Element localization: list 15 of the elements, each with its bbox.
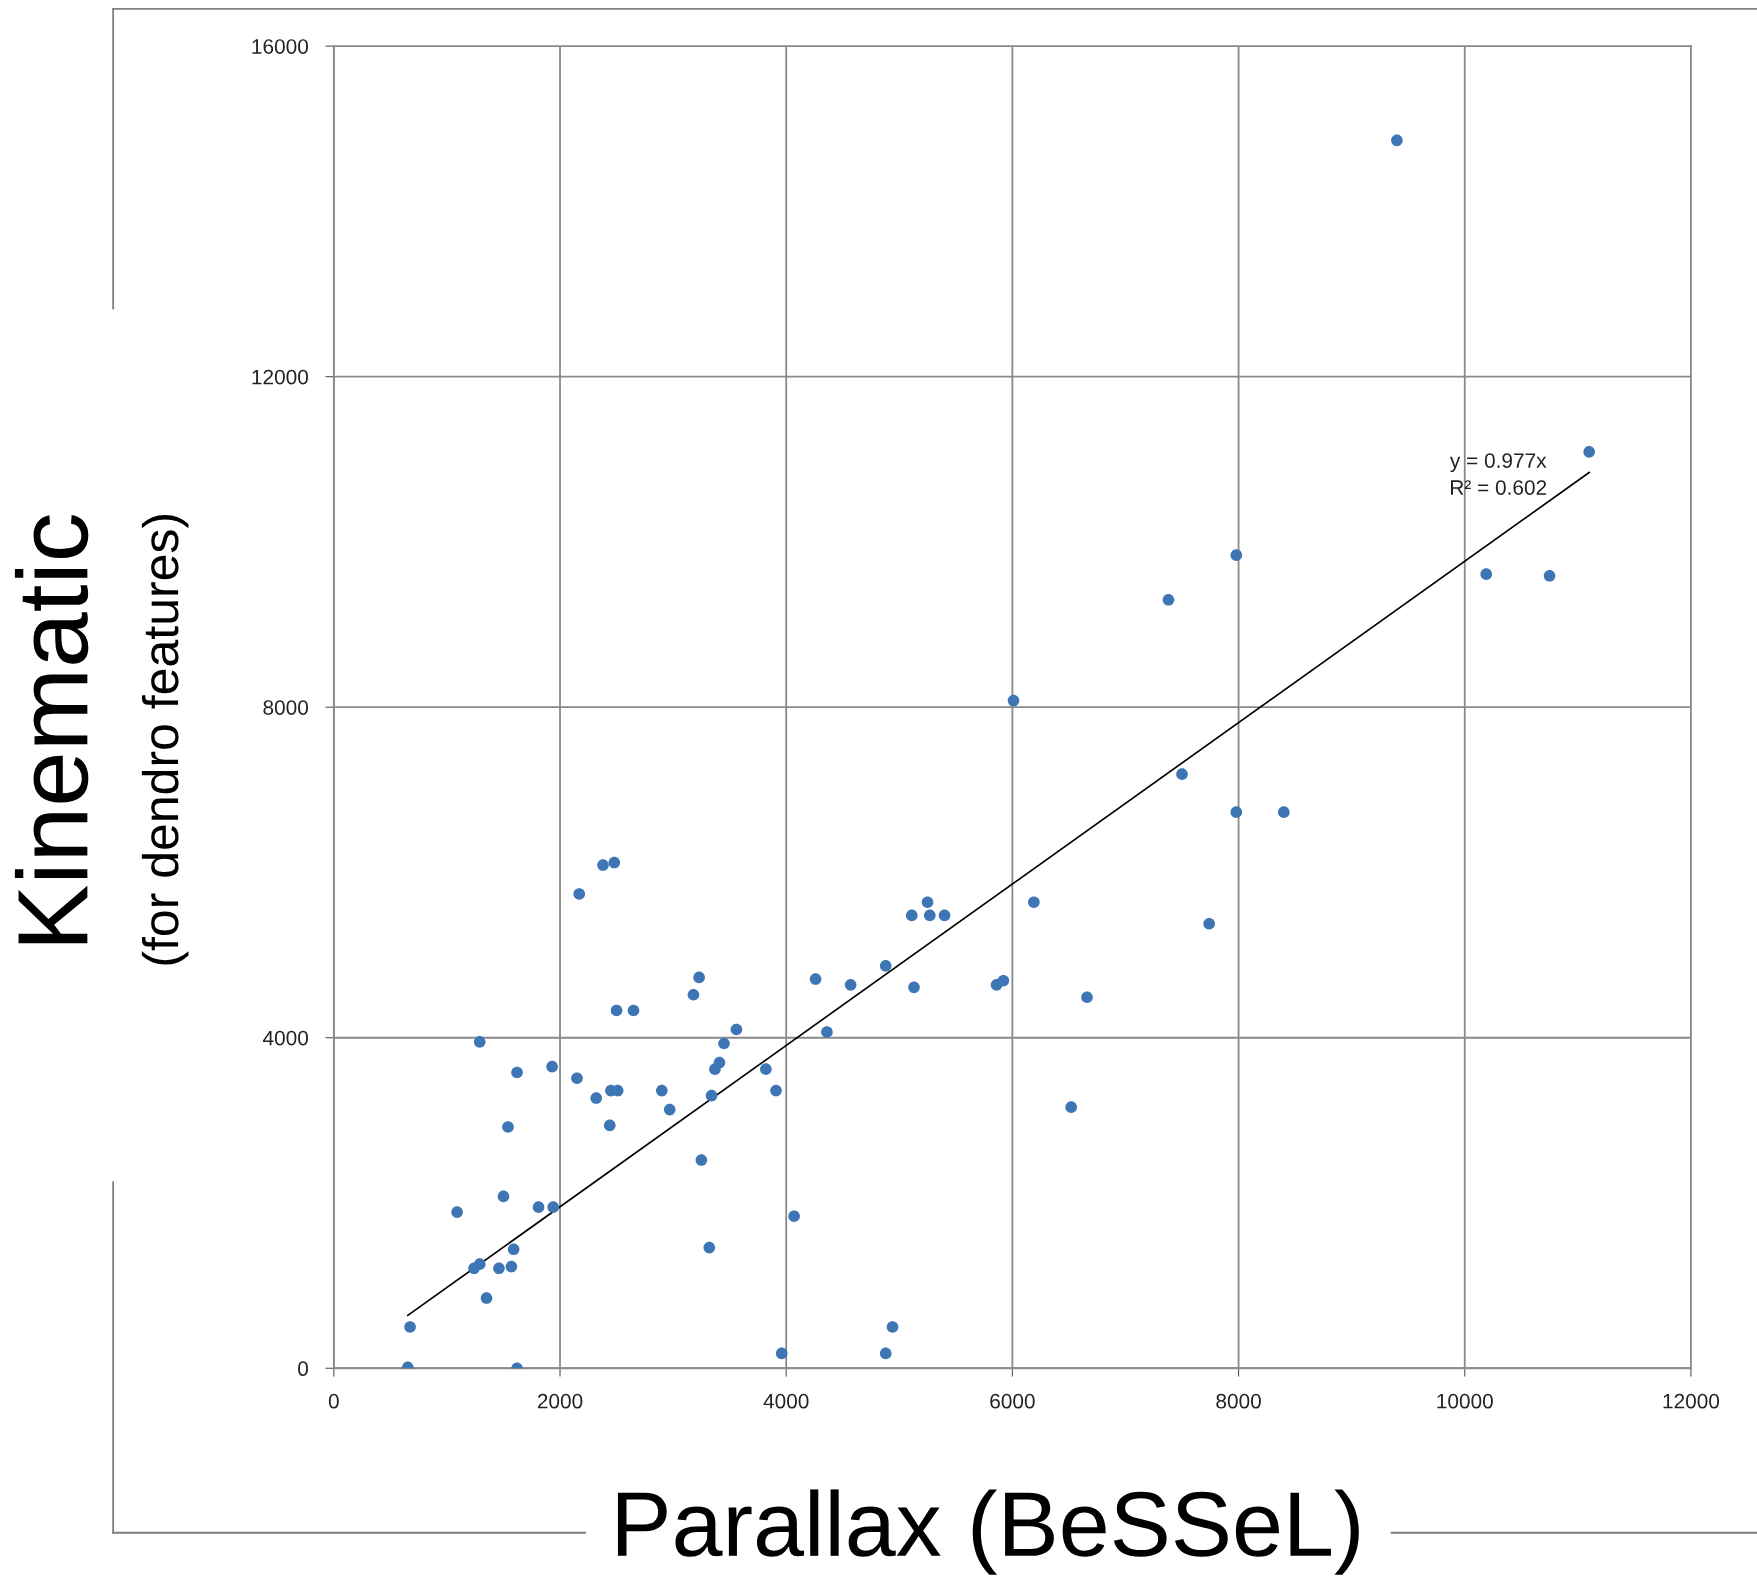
x-axis-title: Parallax (BeSSeL) — [617, 1489, 1359, 1575]
x-tick-label: 6000 — [990, 1393, 1035, 1409]
x-tick-label: 0 — [328, 1393, 339, 1409]
x-tick-label: 2000 — [537, 1393, 583, 1409]
annotation: y = 0.977x R² = 0.602 — [1449, 453, 1547, 495]
y-axis-title: Kinematic (for dendro features) — [14, 514, 189, 965]
x-tick-label: 12000 — [1663, 1393, 1720, 1409]
y-tick-label: 4000 — [262, 1030, 309, 1046]
y-tick-label: 8000 — [263, 700, 309, 715]
y-tick-label: 0 — [298, 1361, 309, 1377]
x-tick-label: 4000 — [763, 1393, 809, 1409]
x-tick-label: 8000 — [1216, 1393, 1261, 1409]
y-tick-label: 16000 — [252, 39, 309, 54]
x-tick-label: 10000 — [1437, 1393, 1493, 1409]
y-tick-label: 12000 — [252, 369, 309, 385]
